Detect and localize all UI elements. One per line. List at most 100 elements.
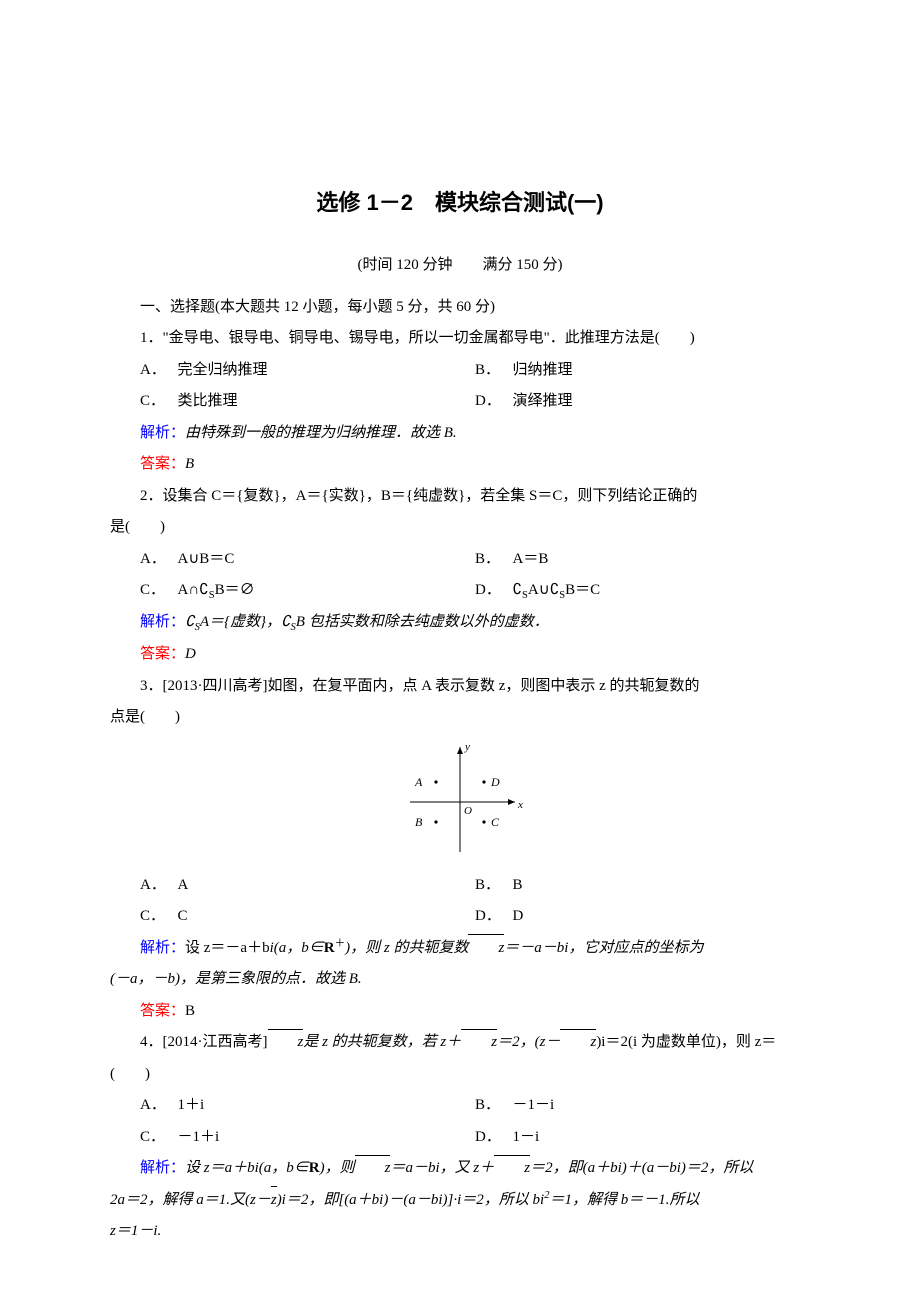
x-axis-arrow bbox=[508, 799, 515, 805]
q4-option-d: D． 1－i bbox=[475, 1122, 810, 1154]
point-d-label: D bbox=[490, 775, 500, 789]
option-label: A． bbox=[140, 1090, 178, 1122]
complex-plane-svg: x y O A D B C bbox=[390, 742, 530, 862]
option-label: C． bbox=[140, 386, 178, 418]
point-b-dot bbox=[434, 820, 437, 823]
q2-option-b: B． A＝B bbox=[475, 544, 810, 576]
analysis-text: 由特殊到一般的推理为归纳推理．故选 B. bbox=[185, 425, 457, 441]
q1-option-c: C． 类比推理 bbox=[140, 386, 475, 418]
option-label: C． bbox=[140, 1122, 178, 1154]
option-label: D． bbox=[475, 901, 513, 933]
q2-options: A． A∪B＝C B． A＝B C． A∩∁SB＝∅ D． ∁SA∪∁SB＝C bbox=[110, 544, 810, 608]
analysis-text: 设 z＝－a＋bi(a，b∈R＋)，则 z 的共轭复数z＝－a－bi，它对应点的… bbox=[185, 940, 703, 956]
option-text: A∪B＝C bbox=[178, 544, 235, 576]
option-label: D． bbox=[475, 575, 513, 607]
question-4: 4．[2014·江西高考]z是 z 的共轭复数，若 z＋z＝2，(z－z)i＝2… bbox=[110, 1027, 810, 1090]
y-label: y bbox=[464, 742, 470, 753]
q3-option-a: A． A bbox=[140, 870, 475, 902]
option-text: 1－i bbox=[513, 1122, 540, 1154]
analysis-label: 解析： bbox=[140, 940, 185, 956]
analysis-text: 设 z＝a＋bi(a，b∈R)，则z＝a－bi，又 z＋z＝2，即(a＋bi)＋… bbox=[185, 1160, 753, 1176]
q1-answer: 答案：B bbox=[110, 449, 810, 481]
y-axis-arrow bbox=[457, 747, 463, 754]
q1-analysis: 解析：由特殊到一般的推理为归纳推理．故选 B. bbox=[110, 418, 810, 450]
analysis-label: 解析： bbox=[140, 425, 185, 441]
option-text: －1－i bbox=[513, 1090, 555, 1122]
answer-text: B bbox=[185, 1003, 195, 1019]
option-text: －1＋i bbox=[178, 1122, 220, 1154]
option-label: C． bbox=[140, 901, 178, 933]
q3-options: A． A B． B C． C D． D bbox=[110, 870, 810, 933]
option-label: B． bbox=[475, 870, 513, 902]
option-label: B． bbox=[475, 355, 513, 387]
q4-analysis: 解析：设 z＝a＋bi(a，b∈R)，则z＝a－bi，又 z＋z＝2，即(a＋b… bbox=[110, 1153, 810, 1185]
option-label: B． bbox=[475, 544, 513, 576]
option-label: A． bbox=[140, 870, 178, 902]
question-1: 1．"金导电、银导电、铜导电、锡导电，所以一切金属都导电"．此推理方法是( ) bbox=[110, 323, 810, 355]
point-a-label: A bbox=[414, 775, 423, 789]
question-2: 2．设集合 C＝{复数}，A＝{实数}，B＝{纯虚数}，若全集 S＝C，则下列结… bbox=[110, 481, 810, 513]
answer-text: B bbox=[185, 456, 194, 472]
option-text: 完全归纳推理 bbox=[178, 355, 268, 387]
section-header: 一、选择题(本大题共 12 小题，每小题 5 分，共 60 分) bbox=[110, 292, 810, 324]
q2-option-a: A． A∪B＝C bbox=[140, 544, 475, 576]
q3-option-c: C． C bbox=[140, 901, 475, 933]
q2-option-d: D． ∁SA∪∁SB＝C bbox=[475, 575, 810, 607]
point-c-label: C bbox=[491, 815, 500, 829]
point-d-dot bbox=[482, 780, 485, 783]
option-text: A＝B bbox=[513, 544, 549, 576]
option-text: 1＋i bbox=[178, 1090, 205, 1122]
answer-text: D bbox=[185, 646, 196, 662]
q4-option-c: C． －1＋i bbox=[140, 1122, 475, 1154]
analysis-label: 解析： bbox=[140, 614, 185, 630]
q3-analysis-cont: (－a，－b)，是第三象限的点．故选 B. bbox=[110, 964, 810, 996]
subtitle: (时间 120 分钟 满分 150 分) bbox=[110, 250, 810, 282]
question-3-cont: 点是( ) bbox=[110, 702, 810, 734]
q3-answer: 答案：B bbox=[110, 996, 810, 1028]
option-text: C bbox=[178, 901, 188, 933]
answer-label: 答案： bbox=[140, 646, 185, 662]
option-label: C． bbox=[140, 575, 178, 607]
q4-options: A． 1＋i B． －1－i C． －1＋i D． 1－i bbox=[110, 1090, 810, 1153]
q1-options: A． 完全归纳推理 B． 归纳推理 C． 类比推理 D． 演绎推理 bbox=[110, 355, 810, 418]
point-b-label: B bbox=[415, 815, 423, 829]
option-text: A bbox=[178, 870, 189, 902]
answer-label: 答案： bbox=[140, 456, 185, 472]
question-3: 3．[2013·四川高考]如图，在复平面内，点 A 表示复数 z，则图中表示 z… bbox=[110, 671, 810, 703]
analysis-text: ∁SA＝{虚数}，∁SB 包括实数和除去纯虚数以外的虚数． bbox=[185, 614, 549, 630]
option-label: D． bbox=[475, 386, 513, 418]
option-label: A． bbox=[140, 544, 178, 576]
option-text: ∁SA∪∁SB＝C bbox=[513, 575, 601, 607]
option-label: D． bbox=[475, 1122, 513, 1154]
q4-option-b: B． －1－i bbox=[475, 1090, 810, 1122]
answer-label: 答案： bbox=[140, 1003, 185, 1019]
q2-option-c: C． A∩∁SB＝∅ bbox=[140, 575, 475, 607]
q3-option-b: B． B bbox=[475, 870, 810, 902]
q4-analysis-l3: z＝1－i. bbox=[110, 1216, 810, 1248]
option-text: 演绎推理 bbox=[513, 386, 573, 418]
question-2-cont: 是( ) bbox=[110, 512, 810, 544]
option-label: B． bbox=[475, 1090, 513, 1122]
q2-analysis: 解析：∁SA＝{虚数}，∁SB 包括实数和除去纯虚数以外的虚数． bbox=[110, 607, 810, 639]
option-text: 类比推理 bbox=[178, 386, 238, 418]
point-a-dot bbox=[434, 780, 437, 783]
q3-option-d: D． D bbox=[475, 901, 810, 933]
option-text: D bbox=[513, 901, 524, 933]
page-title: 选修 1－2 模块综合测试(一) bbox=[110, 180, 810, 226]
q3-diagram: x y O A D B C bbox=[110, 742, 810, 862]
q1-option-a: A． 完全归纳推理 bbox=[140, 355, 475, 387]
q3-analysis: 解析：设 z＝－a＋bi(a，b∈R＋)，则 z 的共轭复数z＝－a－bi，它对… bbox=[110, 933, 810, 965]
point-c-dot bbox=[482, 820, 485, 823]
option-label: A． bbox=[140, 355, 178, 387]
option-text: B bbox=[513, 870, 523, 902]
q1-option-d: D． 演绎推理 bbox=[475, 386, 810, 418]
option-text: 归纳推理 bbox=[513, 355, 573, 387]
q2-answer: 答案：D bbox=[110, 639, 810, 671]
q4-option-a: A． 1＋i bbox=[140, 1090, 475, 1122]
q1-option-b: B． 归纳推理 bbox=[475, 355, 810, 387]
option-text: A∩∁SB＝∅ bbox=[178, 575, 255, 607]
analysis-label: 解析： bbox=[140, 1160, 185, 1176]
origin-label: O bbox=[464, 805, 472, 817]
q4-analysis-l2: 2a＝2，解得 a＝1.又(z－z)i＝2，即[(a＋bi)－(a－bi)]·i… bbox=[110, 1185, 810, 1217]
x-label: x bbox=[517, 799, 523, 811]
